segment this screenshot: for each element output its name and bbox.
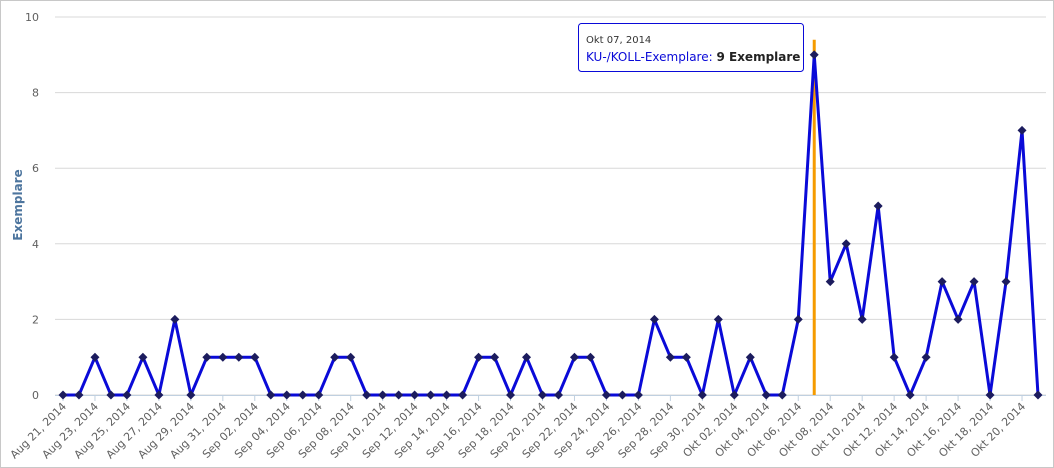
data-point — [58, 390, 68, 400]
data-point — [138, 352, 148, 362]
data-point — [1033, 390, 1043, 400]
data-point — [985, 390, 995, 400]
data-point — [218, 352, 228, 362]
data-point — [202, 352, 212, 362]
y-axis-title: Exemplare — [11, 169, 25, 240]
data-point — [665, 352, 675, 362]
data-point — [729, 390, 739, 400]
data-point — [266, 390, 276, 400]
data-point — [1001, 277, 1011, 287]
tooltip-date: Okt 07, 2014 — [586, 35, 651, 46]
data-point — [154, 390, 164, 400]
data-point — [857, 314, 867, 324]
data-point — [745, 352, 755, 362]
data-point — [106, 390, 116, 400]
data-point — [585, 352, 595, 362]
data-point — [553, 390, 563, 400]
data-point — [346, 352, 356, 362]
y-tick-label: 4 — [32, 238, 39, 251]
data-point — [282, 390, 292, 400]
data-point — [538, 390, 548, 400]
data-point — [1017, 125, 1027, 135]
y-tick-label: 10 — [25, 11, 39, 24]
tooltip-amount: 9 Exemplare — [716, 50, 800, 64]
data-point — [873, 201, 883, 211]
data-point — [713, 314, 723, 324]
data-point — [841, 239, 851, 249]
data-point — [490, 352, 500, 362]
data-point — [617, 390, 627, 400]
data-point — [793, 314, 803, 324]
data-point — [809, 50, 819, 60]
tooltip-value: KU-/KOLL-Exemplare: 9 Exemplare — [586, 50, 800, 64]
data-point — [953, 314, 963, 324]
data-point — [825, 277, 835, 287]
tooltip-series: KU-/KOLL-Exemplare: — [586, 50, 713, 64]
data-point — [74, 390, 84, 400]
data-point — [681, 352, 691, 362]
data-point — [522, 352, 532, 362]
data-point — [170, 314, 180, 324]
data-point — [458, 390, 468, 400]
data-point — [697, 390, 707, 400]
data-point — [394, 390, 404, 400]
data-point — [298, 390, 308, 400]
data-point — [186, 390, 196, 400]
data-point — [649, 314, 659, 324]
data-point — [330, 352, 340, 362]
data-point — [921, 352, 931, 362]
data-point — [633, 390, 643, 400]
data-point — [122, 390, 132, 400]
y-tick-label: 2 — [32, 313, 39, 326]
data-point — [410, 390, 420, 400]
y-tick-label: 8 — [32, 87, 39, 100]
data-point — [234, 352, 244, 362]
data-point — [250, 352, 260, 362]
y-tick-label: 6 — [32, 162, 39, 175]
data-point — [969, 277, 979, 287]
data-point — [474, 352, 484, 362]
data-point — [601, 390, 611, 400]
data-point — [569, 352, 579, 362]
tooltip: Okt 07, 2014 KU-/KOLL-Exemplare: 9 Exempl… — [578, 23, 804, 72]
data-point — [506, 390, 516, 400]
data-point — [426, 390, 436, 400]
data-point — [442, 390, 452, 400]
data-point — [761, 390, 771, 400]
data-point — [90, 352, 100, 362]
data-point — [889, 352, 899, 362]
data-point — [314, 390, 324, 400]
data-point — [378, 390, 388, 400]
tooltip-box — [578, 23, 804, 72]
data-point — [937, 277, 947, 287]
data-point — [362, 390, 372, 400]
data-point — [905, 390, 915, 400]
y-tick-label: 0 — [32, 389, 39, 402]
data-point — [777, 390, 787, 400]
